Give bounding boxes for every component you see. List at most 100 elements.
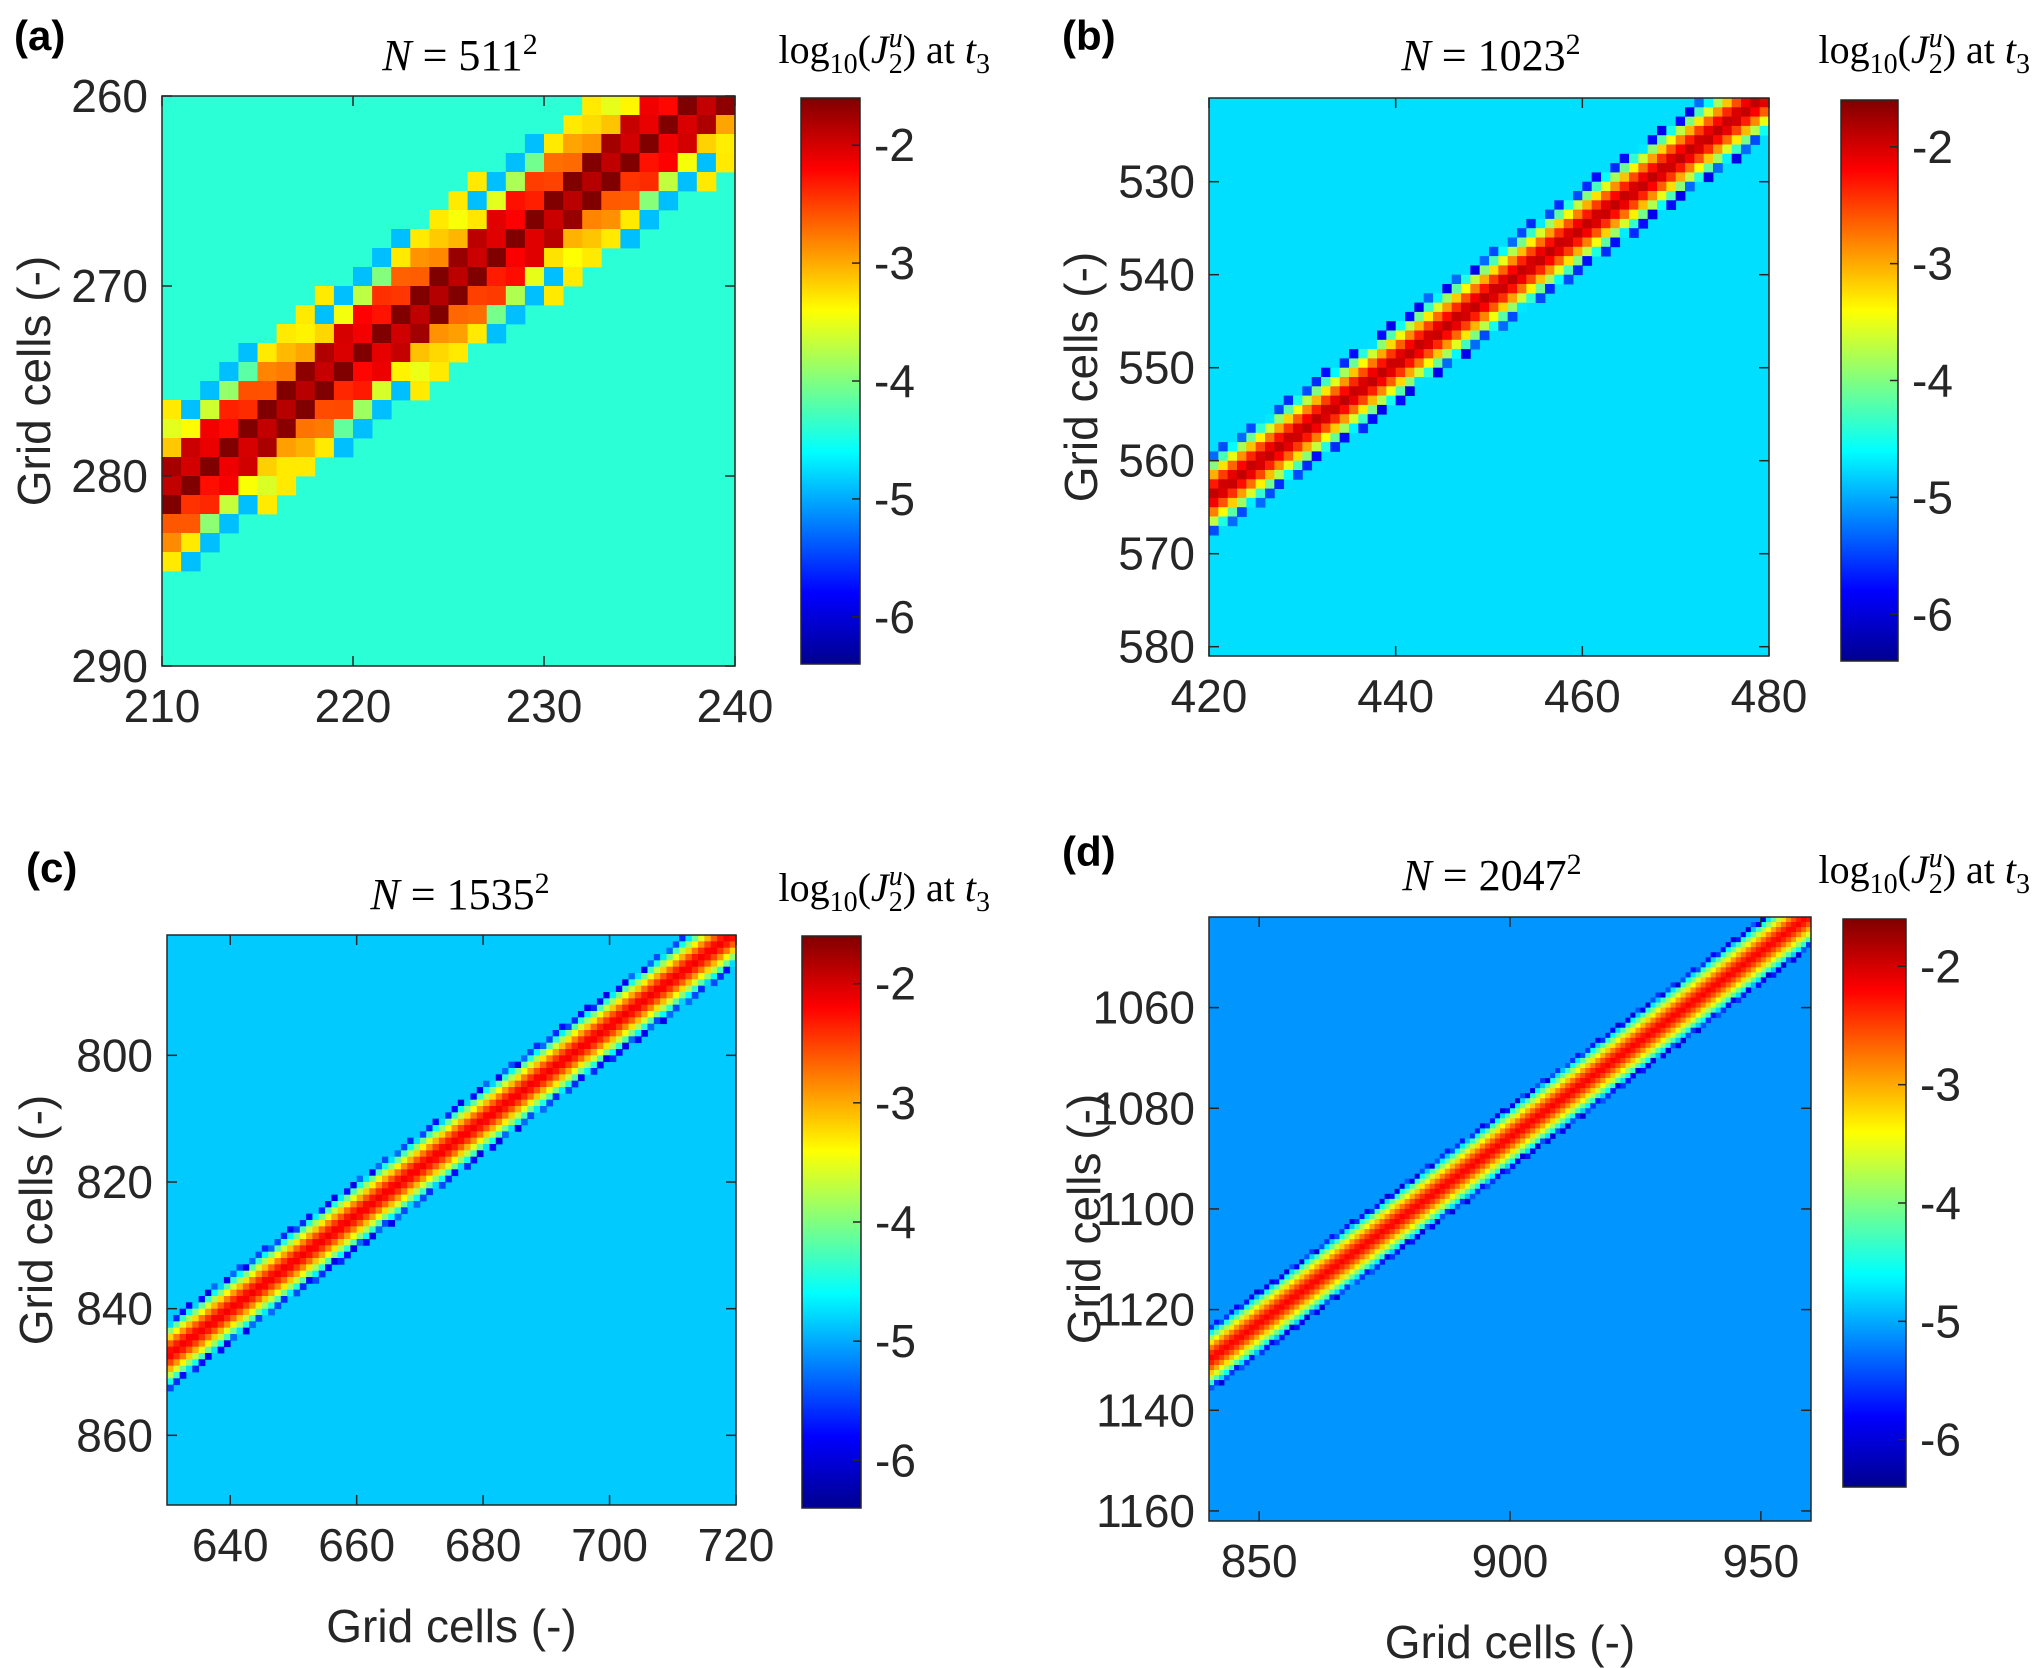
heatmap-cell — [1439, 1188, 1446, 1195]
heatmap-cell — [1526, 246, 1537, 257]
heatmap-cell — [1449, 1158, 1456, 1165]
heatmap-cell — [1499, 1113, 1506, 1119]
heatmap-cell — [375, 1220, 383, 1227]
heatmap-cell — [1419, 1203, 1426, 1210]
heatmap-cell — [508, 1106, 516, 1113]
heatmap-cell — [1227, 451, 1238, 462]
heatmap-cell — [1218, 442, 1229, 452]
heatmap-cell — [1660, 1047, 1666, 1054]
heatmap-cell — [495, 1137, 503, 1145]
heatmap-cell — [1239, 1349, 1245, 1356]
heatmap-cell — [429, 286, 449, 306]
heatmap-cell — [622, 985, 629, 993]
heatmap-cell — [1249, 1304, 1255, 1310]
heatmap-cell — [540, 1061, 547, 1069]
heatmap-cell — [1507, 256, 1518, 266]
heatmap-cell — [1670, 992, 1676, 998]
heatmap — [162, 96, 736, 666]
heatmap-cell — [1675, 1032, 1681, 1039]
heatmap-cell — [1259, 1344, 1265, 1351]
heatmap-cell — [1409, 1183, 1416, 1190]
heatmap-cell — [698, 979, 705, 987]
heatmap-cell — [312, 1277, 320, 1284]
colorbar-tick-label: -2 — [874, 119, 915, 171]
heatmap-cell — [1731, 107, 1742, 117]
heatmap-cell — [1279, 1294, 1285, 1300]
heatmap-cell — [1590, 1103, 1596, 1109]
heatmap-cell — [620, 115, 640, 135]
heatmap-cell — [1770, 927, 1777, 933]
heatmap-cell — [1563, 200, 1574, 210]
heatmap-cell — [274, 1258, 282, 1265]
x-tick-label: 220 — [315, 680, 392, 732]
heatmap-cell — [1665, 1017, 1671, 1024]
heatmap-cell — [1434, 1213, 1441, 1220]
heatmap-cell — [1525, 1133, 1531, 1139]
heatmap-cell — [162, 419, 182, 439]
heatmap-cell — [715, 115, 736, 135]
heatmap-cell — [1735, 952, 1742, 958]
heatmap-cell — [1610, 1073, 1616, 1079]
heatmap-cell — [426, 1125, 433, 1132]
heatmap-cell — [1330, 442, 1341, 452]
heatmap-cell — [200, 419, 220, 439]
heatmap-cell — [362, 1182, 370, 1189]
heatmap-cell — [1259, 1339, 1265, 1346]
heatmap-cell — [1560, 1073, 1566, 1079]
heatmap-cell — [1550, 1133, 1556, 1139]
heatmap-cell — [1384, 1254, 1390, 1260]
heatmap-cell — [476, 1131, 484, 1139]
heatmap-cell — [333, 381, 354, 401]
heatmap-cell — [1526, 274, 1537, 285]
heatmap-cell — [1319, 1274, 1325, 1280]
heatmap-cell — [590, 1042, 598, 1050]
heatmap-cell — [1349, 386, 1359, 396]
heatmap-cell — [533, 1074, 541, 1082]
heatmap-cell — [1700, 1002, 1707, 1008]
heatmap-cell — [1289, 1319, 1295, 1326]
heatmap-cell — [533, 1087, 541, 1094]
heatmap-cell — [1504, 1128, 1511, 1134]
heatmap-cell — [1244, 1354, 1250, 1361]
heatmap-cell — [1358, 414, 1369, 424]
heatmap-cell — [1630, 1052, 1636, 1059]
heatmap-cell — [729, 935, 737, 942]
heatmap-cell — [1710, 997, 1717, 1003]
heatmap-cell — [179, 1365, 187, 1373]
heatmap-cell — [1404, 1183, 1411, 1190]
heatmap-cell — [615, 992, 623, 999]
heatmap-cell — [1650, 1057, 1656, 1064]
colorbar-tick-label: -3 — [875, 1077, 916, 1129]
heatmap-cell — [457, 1156, 465, 1164]
heatmap-cell — [223, 1327, 231, 1335]
heatmap-cell — [1745, 937, 1752, 943]
heatmap-cell — [660, 1017, 667, 1025]
x-tick-label: 210 — [124, 680, 201, 732]
heatmap-cell — [603, 1049, 610, 1056]
heatmap-cell — [1405, 349, 1415, 359]
heatmap-cell — [448, 229, 468, 249]
heatmap-cell — [609, 1049, 617, 1056]
heatmap-cell — [1324, 1299, 1330, 1305]
heatmap-cell — [1433, 349, 1443, 359]
heatmap-cell — [1358, 395, 1369, 406]
heatmap-cell — [1575, 1083, 1581, 1089]
heatmap-cell — [1620, 1057, 1626, 1064]
heatmap-cell — [238, 343, 258, 363]
heatmap-cell — [1339, 1289, 1345, 1295]
heatmap-cell — [1765, 947, 1772, 953]
heatmap-cell — [261, 1296, 269, 1303]
heatmap-cell — [1289, 1314, 1295, 1321]
heatmap-cell — [710, 960, 718, 968]
heatmap-cell — [1442, 349, 1453, 359]
heatmap-cell — [1219, 1339, 1225, 1346]
heatmap-cell — [1580, 1098, 1586, 1104]
y-tick-label: 560 — [1118, 435, 1195, 487]
heatmap-cell — [375, 1163, 383, 1170]
heatmap-cell — [1695, 1007, 1702, 1014]
heatmap-cell — [1507, 237, 1518, 248]
heatmap-cell — [1635, 1012, 1641, 1019]
heatmap-cell — [1364, 1229, 1370, 1235]
heatmap-cell — [375, 1182, 383, 1189]
heatmap-cell — [1805, 917, 1812, 923]
